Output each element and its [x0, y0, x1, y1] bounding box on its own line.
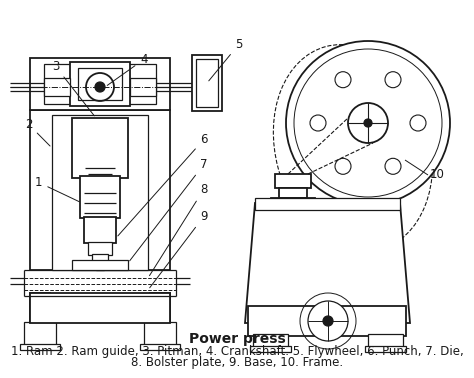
Circle shape [286, 41, 450, 205]
Text: 1: 1 [35, 176, 80, 202]
Bar [368, 334, 403, 348]
Text: 6: 6 [118, 133, 208, 236]
Circle shape [348, 103, 388, 143]
Text: 1. Ram 2. Ram guide, 3. Pitman, 4. Crankshaft. 5. Flywheel, 6. Punch, 7. Die,: 1. Ram 2. Ram guide, 3. Pitman, 4. Crank… [10, 345, 464, 358]
Bar [253, 334, 288, 348]
Text: 9: 9 [150, 210, 208, 288]
Text: 5: 5 [209, 38, 242, 81]
Text: Power press: Power press [189, 332, 285, 346]
Circle shape [335, 158, 351, 174]
Bar [70, 62, 130, 106]
Bar [80, 176, 120, 218]
Polygon shape [275, 174, 311, 188]
Polygon shape [271, 198, 315, 214]
Circle shape [323, 316, 333, 326]
Bar [72, 118, 128, 178]
Circle shape [385, 72, 401, 88]
Bar [24, 322, 56, 346]
Bar [84, 217, 116, 243]
Circle shape [95, 82, 105, 92]
Text: 7: 7 [130, 158, 208, 261]
Bar [248, 306, 406, 336]
Bar [140, 344, 180, 350]
Bar [72, 260, 128, 270]
Bar [30, 58, 170, 110]
Circle shape [308, 301, 348, 341]
Bar [365, 346, 406, 352]
Bar [130, 78, 156, 96]
Bar [88, 242, 112, 255]
Text: 8. Bolster plate, 9. Base, 10. Frame.: 8. Bolster plate, 9. Base, 10. Frame. [131, 356, 343, 369]
Bar [196, 59, 218, 107]
Bar [144, 322, 176, 346]
Bar [250, 346, 291, 352]
Circle shape [410, 115, 426, 131]
Bar [92, 254, 108, 265]
Text: 3: 3 [52, 60, 94, 116]
Bar [30, 293, 170, 323]
Bar [255, 198, 400, 210]
Bar [44, 78, 70, 96]
Bar [78, 68, 122, 100]
Bar [30, 293, 50, 323]
Polygon shape [88, 100, 112, 168]
Polygon shape [279, 188, 307, 198]
Bar [20, 344, 60, 350]
Bar [52, 115, 148, 270]
Text: 4: 4 [107, 53, 147, 85]
Bar [150, 293, 170, 323]
Circle shape [310, 115, 326, 131]
Text: 8: 8 [149, 183, 207, 276]
Circle shape [364, 119, 372, 127]
Circle shape [335, 72, 351, 88]
Bar [96, 264, 104, 270]
Text: 2: 2 [25, 118, 50, 146]
Bar [30, 110, 170, 270]
Circle shape [385, 158, 401, 174]
Bar [44, 64, 156, 104]
Bar [192, 55, 222, 111]
Polygon shape [245, 203, 410, 323]
Text: 10: 10 [430, 168, 445, 181]
